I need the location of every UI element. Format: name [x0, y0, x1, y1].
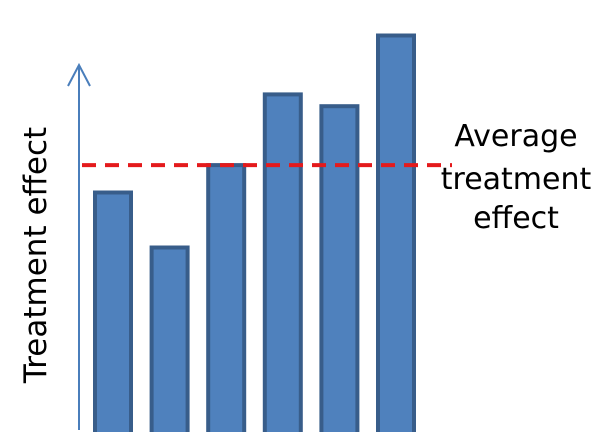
average-label-line-3: effect: [473, 201, 559, 236]
bar-1: [93, 190, 133, 432]
average-label-line-2: treatment: [441, 162, 592, 197]
bar-2: [149, 245, 190, 432]
bar-6: [376, 33, 416, 432]
bar-5: [319, 104, 360, 432]
bar-3: [206, 163, 247, 432]
bars-group: [93, 33, 416, 432]
bar-4: [262, 92, 303, 432]
y-axis-label: Treatment effect: [18, 127, 54, 384]
average-label-line-1: Average: [454, 119, 577, 154]
y-axis-arrowhead: [67, 62, 91, 87]
